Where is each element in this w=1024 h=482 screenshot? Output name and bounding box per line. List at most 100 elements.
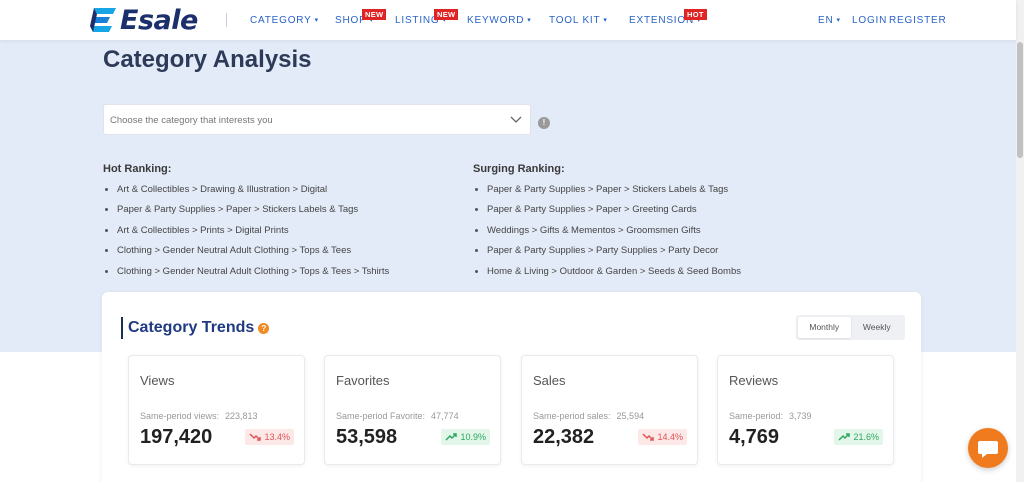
surging-ranking: Surging Ranking: Paper & Party Supplies … [473, 163, 741, 285]
trend-up-icon [445, 433, 458, 441]
page-title: Category Analysis [103, 46, 312, 73]
list-item[interactable]: Art & Collectibles > Prints > Digital Pr… [103, 224, 389, 244]
chevron-down-icon: ▾ [697, 17, 702, 24]
stat-sub-value: 3,739 [789, 411, 812, 421]
top-header: Esale CATEGORY ▾ SHOP ▾ NEW LISTING ▾ NEW K… [0, 0, 1016, 40]
stat-card-favorites: Favorites Same-period Favorite: 47,774 53… [324, 355, 501, 465]
trend-up-icon [838, 433, 851, 441]
logo[interactable]: Esale [88, 4, 198, 36]
list-item[interactable]: Art & Collectibles > Drawing & Illustrat… [103, 183, 389, 203]
page-scrollbar[interactable] [1016, 0, 1024, 482]
change-value: 14.4% [657, 432, 683, 442]
logo-mark-icon [90, 8, 116, 32]
help-icon[interactable]: ? [258, 322, 270, 334]
change-value: 10.9% [460, 432, 486, 442]
chevron-down-icon: ▾ [442, 17, 447, 24]
period-toggle: Monthly Weekly [796, 315, 905, 340]
list-item[interactable]: Weddings > Gifts & Mementos > Groomsmen … [473, 224, 741, 244]
hot-ranking-title: Hot Ranking: [103, 163, 172, 175]
hot-ranking-list: Art & Collectibles > Drawing & Illustrat… [103, 183, 389, 285]
surging-ranking-title: Surging Ranking: [473, 163, 565, 175]
register-link[interactable]: REGISTER [889, 14, 947, 26]
nav-keyword[interactable]: KEYWORD ▾ [467, 0, 532, 40]
new-badge: NEW [362, 9, 387, 20]
chat-button[interactable] [968, 428, 1008, 468]
surging-ranking-list: Paper & Party Supplies > Paper > Sticker… [473, 183, 741, 285]
stat-value: 4,769 [729, 426, 780, 448]
stat-sub: Same-period: 3,739 [729, 411, 812, 421]
change-badge: 10.9% [441, 429, 490, 445]
change-value: 21.6% [853, 432, 879, 442]
stat-sub-label: Same-period sales: [533, 411, 611, 421]
info-icon[interactable]: ! [538, 117, 550, 129]
stat-sub: Same-period Favorite: 47,774 [336, 411, 459, 421]
logo-text: Esale [120, 4, 198, 36]
list-item[interactable]: Paper & Party Supplies > Paper > Greetin… [473, 203, 741, 223]
change-badge: 14.4% [638, 429, 687, 445]
category-trends-card: Category Trends ? Monthly Weekly Views S… [102, 292, 921, 482]
category-select-placeholder: Choose the category that interests you [110, 115, 273, 126]
chevron-down-icon [510, 116, 522, 123]
nav-listing[interactable]: LISTING ▾ [395, 0, 447, 40]
trends-title-text: Category Trends [128, 319, 255, 336]
chevron-down-icon: ▾ [836, 17, 841, 24]
stat-card-views: Views Same-period views: 223,813 197,420 … [128, 355, 305, 465]
trend-down-icon [249, 433, 262, 441]
list-item[interactable]: Clothing > Gender Neutral Adult Clothing… [103, 265, 389, 285]
chat-bubble-icon [978, 441, 998, 458]
stat-sub-label: Same-period Favorite: [336, 411, 426, 421]
nav-listing-label: LISTING [395, 14, 440, 26]
list-item[interactable]: Home & Living > Outdoor & Garden > Seeds… [473, 265, 741, 285]
hot-ranking: Hot Ranking: Art & Collectibles > Drawin… [103, 163, 389, 285]
stat-sub-label: Same-period views: [140, 411, 220, 421]
stat-sub-value: 47,774 [431, 411, 459, 421]
stat-sub: Same-period sales: 25,594 [533, 411, 644, 421]
stat-label: Reviews [729, 373, 779, 388]
header-divider [226, 13, 227, 27]
list-item[interactable]: Paper & Party Supplies > Paper > Sticker… [473, 183, 741, 203]
title-accent-bar [121, 317, 123, 339]
list-item[interactable]: Paper & Party Supplies > Party Supplies … [473, 244, 741, 264]
change-badge: 13.4% [245, 429, 294, 445]
stat-sub-label: Same-period: [729, 411, 784, 421]
stat-card-reviews: Reviews Same-period: 3,739 4,769 21.6% [717, 355, 894, 465]
new-badge: NEW [434, 9, 459, 20]
monthly-toggle-button[interactable]: Monthly [798, 317, 851, 338]
chevron-down-icon: ▾ [369, 17, 374, 24]
chevron-down-icon: ▾ [527, 17, 532, 24]
list-item[interactable]: Paper & Party Supplies > Paper > Sticker… [103, 203, 389, 223]
nav-category-label: CATEGORY [250, 14, 312, 26]
nav-tool-kit-label: TOOL KIT [549, 14, 601, 26]
stat-value: 53,598 [336, 426, 398, 448]
stat-card-sales: Sales Same-period sales: 25,594 22,382 14… [521, 355, 698, 465]
stat-sub-value: 25,594 [616, 411, 645, 421]
nav-keyword-label: KEYWORD [467, 14, 525, 26]
language-label: EN [818, 14, 834, 26]
weekly-toggle-button[interactable]: Weekly [862, 322, 891, 332]
nav-category[interactable]: CATEGORY ▾ [250, 0, 319, 40]
stat-sub: Same-period views: 223,813 [140, 411, 258, 421]
list-item[interactable]: Clothing > Gender Neutral Adult Clothing… [103, 244, 389, 264]
chevron-down-icon: ▾ [603, 17, 608, 24]
stat-label: Views [140, 373, 175, 388]
nav-extension-label: EXTENSION [629, 14, 694, 26]
nav-shop-label: SHOP [335, 14, 367, 26]
change-badge: 21.6% [834, 429, 883, 445]
stat-value: 22,382 [533, 426, 595, 448]
stat-label: Favorites [336, 373, 390, 388]
language-selector[interactable]: EN ▾ [818, 0, 841, 40]
nav-extension[interactable]: EXTENSION ▾ [629, 0, 701, 40]
login-link[interactable]: LOGIN [852, 14, 888, 26]
stat-value: 197,420 [140, 426, 213, 448]
change-value: 13.4% [264, 432, 290, 442]
category-select[interactable]: Choose the category that interests you [103, 104, 531, 135]
trends-title: Category Trends ? [128, 319, 270, 337]
nav-shop[interactable]: SHOP ▾ [335, 0, 374, 40]
chevron-down-icon: ▾ [314, 17, 319, 24]
hot-badge: HOT [684, 9, 707, 20]
trend-down-icon [642, 433, 655, 441]
stat-label: Sales [533, 373, 566, 388]
nav-tool-kit[interactable]: TOOL KIT ▾ [549, 0, 608, 40]
stat-sub-value: 223,813 [225, 411, 258, 421]
scrollbar-thumb[interactable] [1017, 42, 1023, 158]
